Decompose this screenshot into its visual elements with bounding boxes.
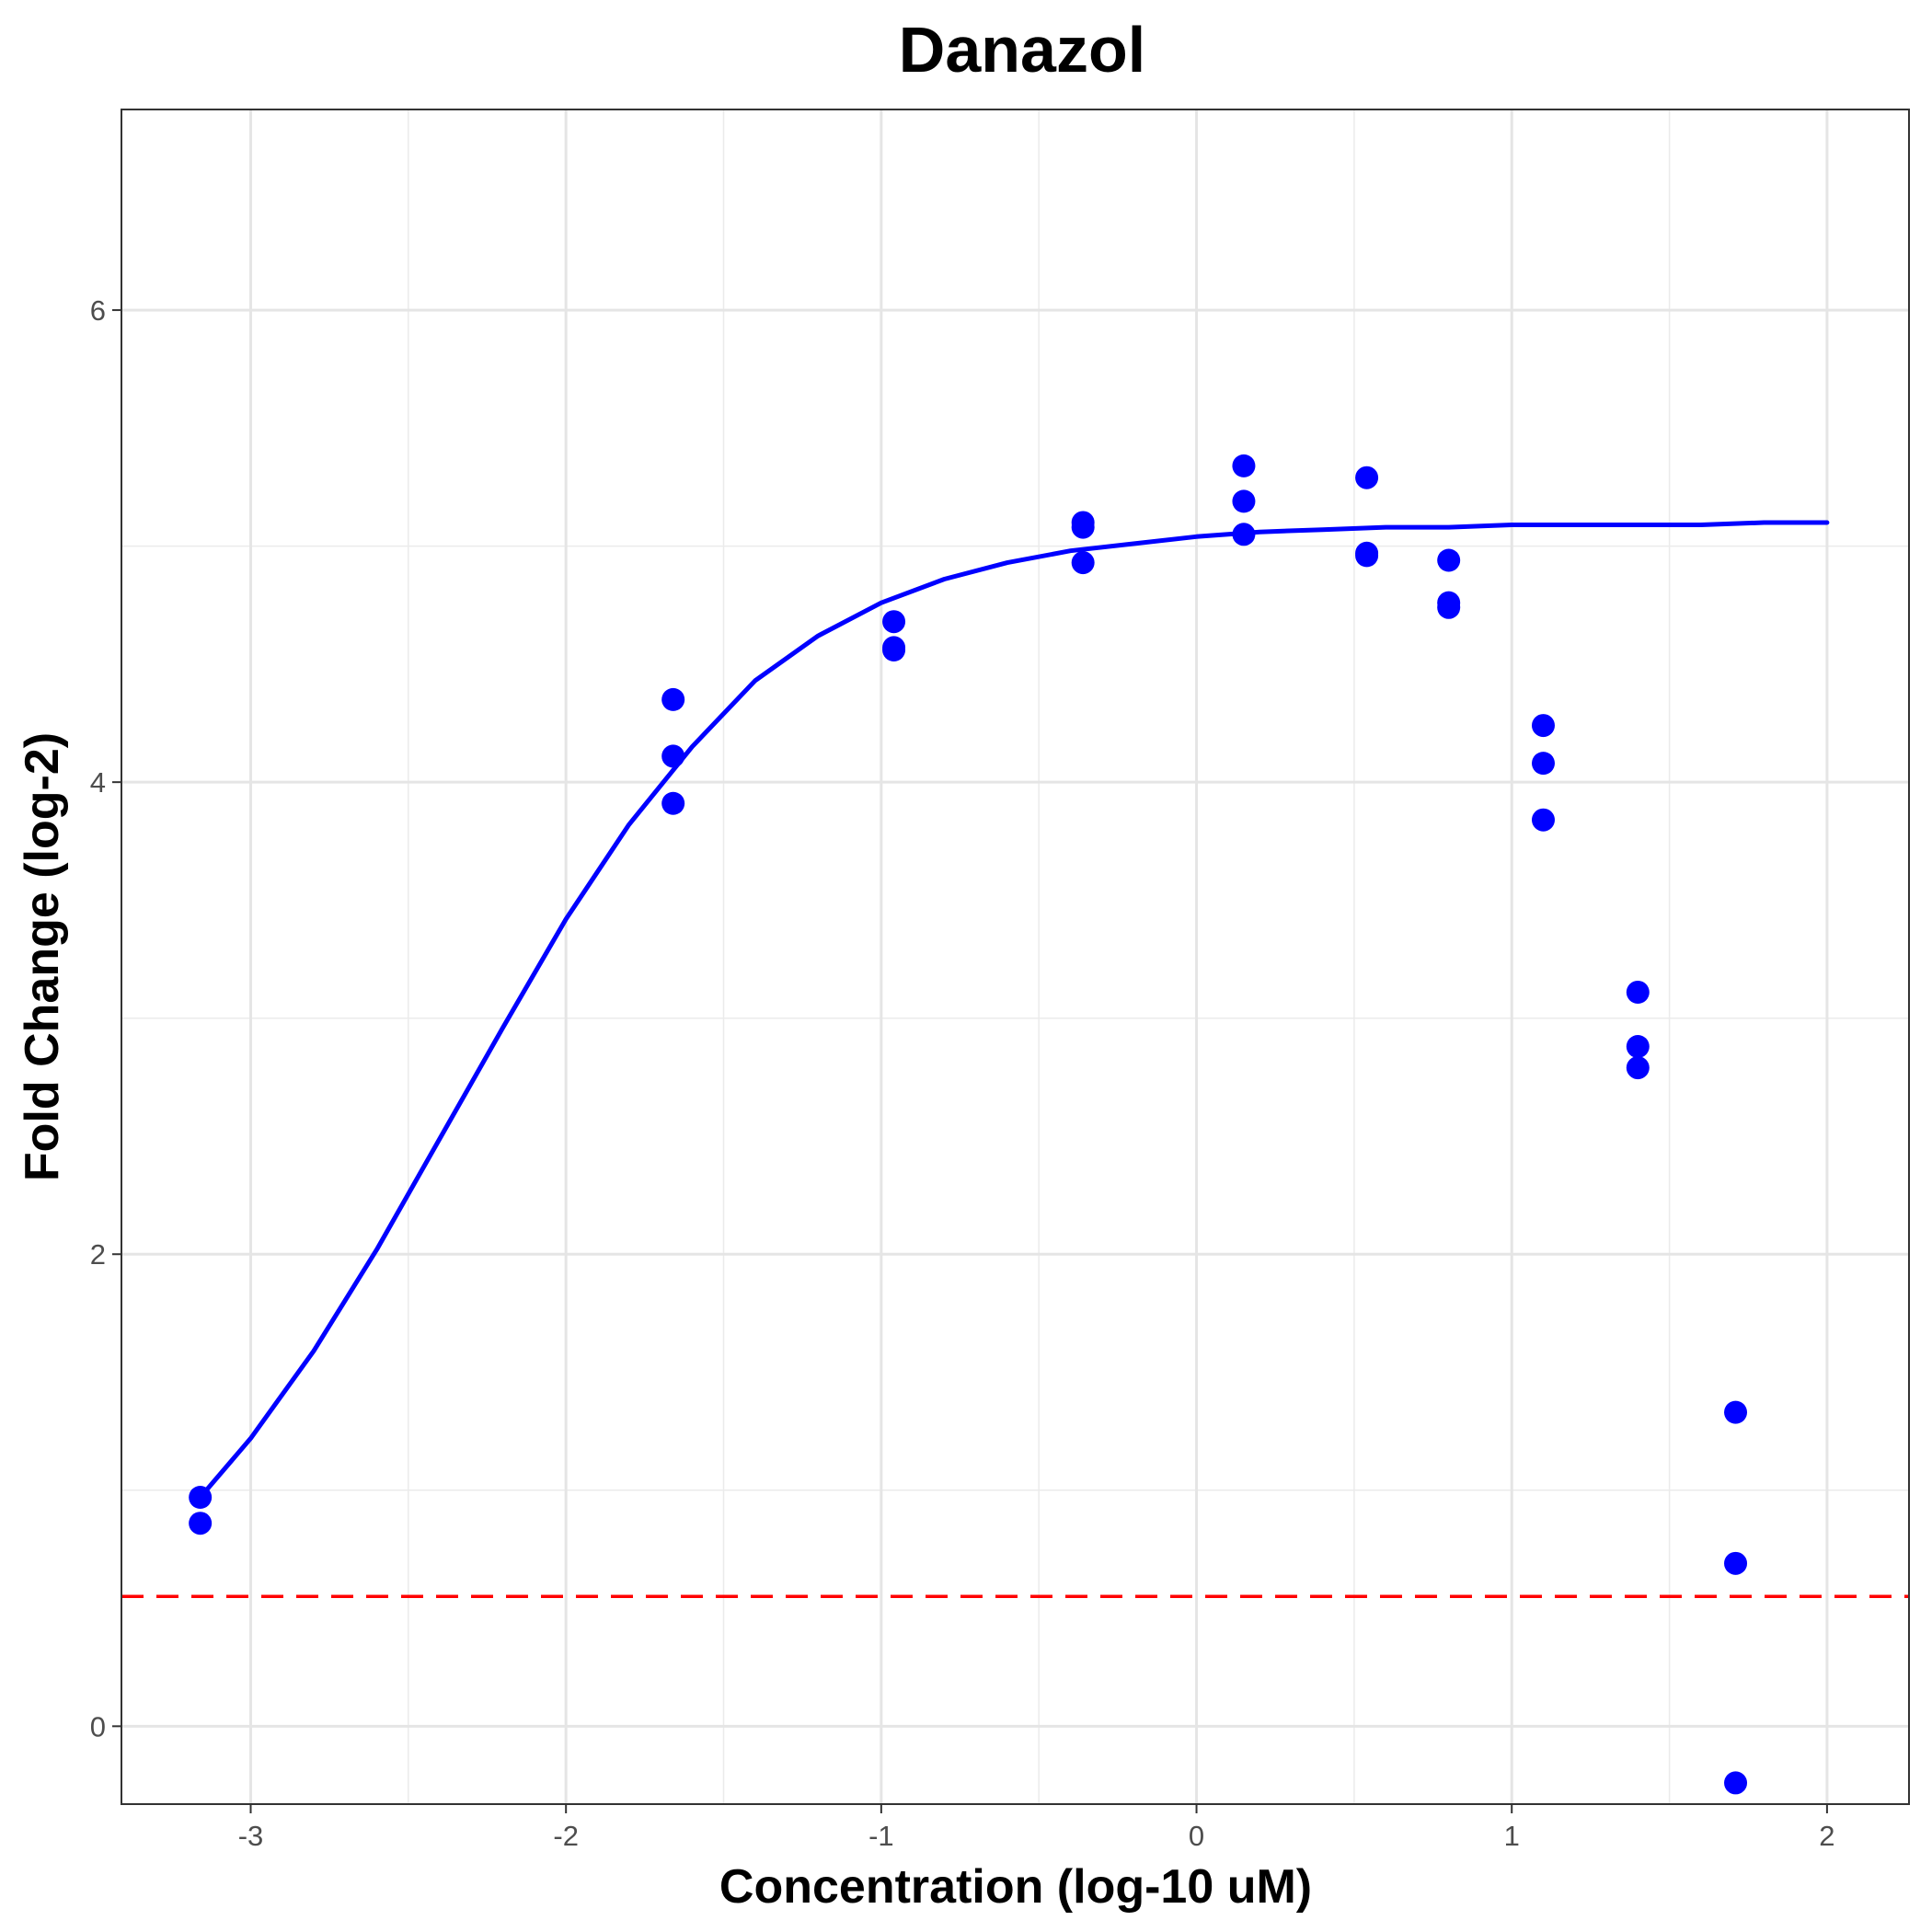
x-tick-label: -3 — [238, 1820, 264, 1852]
y-tick-label: 6 — [90, 294, 106, 327]
minor-gridlines — [121, 109, 1909, 1804]
data-point — [189, 1512, 213, 1535]
data-point — [1531, 808, 1555, 832]
x-tick-label: 1 — [1504, 1820, 1520, 1852]
data-point — [661, 744, 685, 768]
data-point — [189, 1485, 213, 1509]
data-point — [1626, 1056, 1650, 1080]
x-tick-label: -1 — [868, 1820, 894, 1852]
data-point — [1437, 548, 1461, 572]
y-axis-ticks: 0 2 4 6 — [90, 294, 121, 1742]
data-point — [1355, 544, 1379, 568]
data-point — [1531, 752, 1555, 776]
data-point — [1437, 595, 1461, 619]
data-point — [661, 791, 685, 815]
data-point — [661, 687, 685, 711]
chart-title: Danazol — [899, 14, 1145, 86]
data-points-layer — [189, 454, 1748, 1795]
x-tick-label: 2 — [1819, 1820, 1834, 1852]
fit-curve-layer — [198, 520, 1830, 1500]
data-point — [1724, 1551, 1748, 1575]
plot-panel — [121, 109, 1909, 1804]
data-point — [1724, 1771, 1748, 1795]
y-tick-label: 4 — [90, 766, 106, 799]
y-tick-label: 2 — [90, 1238, 106, 1271]
plot-border — [121, 109, 1910, 1805]
data-point — [1626, 980, 1650, 1004]
x-tick-label: 0 — [1189, 1820, 1204, 1852]
x-axis-title: Concentration (log-10 uM) — [719, 1860, 1312, 1914]
x-tick-label: -2 — [553, 1820, 579, 1852]
major-gridlines — [121, 109, 1909, 1804]
y-tick-label: 0 — [90, 1710, 106, 1742]
data-point — [1071, 551, 1095, 575]
data-point — [882, 610, 906, 634]
data-point — [1232, 454, 1256, 477]
data-point — [882, 638, 906, 661]
x-axis-ticks: -3 -2 -1 0 1 2 — [238, 1804, 1835, 1852]
data-point — [1626, 1034, 1650, 1058]
data-point — [1232, 489, 1256, 513]
data-point — [1531, 714, 1555, 738]
fit-curve-line — [198, 520, 1830, 1500]
y-axis-title: Fold Change (log-2) — [16, 732, 69, 1181]
data-point — [1071, 515, 1095, 539]
data-point — [1232, 523, 1256, 546]
data-point — [1724, 1400, 1748, 1424]
data-point — [1355, 466, 1379, 489]
